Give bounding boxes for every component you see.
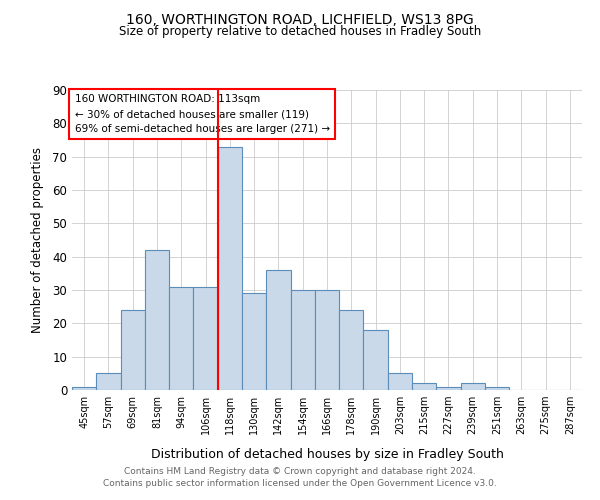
X-axis label: Distribution of detached houses by size in Fradley South: Distribution of detached houses by size …: [151, 448, 503, 461]
Bar: [339, 310, 364, 390]
Bar: [290, 290, 315, 390]
Bar: [266, 270, 290, 390]
Bar: [145, 250, 169, 390]
Text: Contains public sector information licensed under the Open Government Licence v3: Contains public sector information licen…: [103, 478, 497, 488]
Bar: [242, 294, 266, 390]
Bar: [461, 384, 485, 390]
Bar: [96, 374, 121, 390]
Bar: [72, 386, 96, 390]
Bar: [315, 290, 339, 390]
Bar: [436, 386, 461, 390]
Bar: [121, 310, 145, 390]
Bar: [193, 286, 218, 390]
Text: 160, WORTHINGTON ROAD, LICHFIELD, WS13 8PG: 160, WORTHINGTON ROAD, LICHFIELD, WS13 8…: [126, 12, 474, 26]
Bar: [412, 384, 436, 390]
Bar: [388, 374, 412, 390]
Text: Size of property relative to detached houses in Fradley South: Size of property relative to detached ho…: [119, 25, 481, 38]
Y-axis label: Number of detached properties: Number of detached properties: [31, 147, 44, 333]
Bar: [169, 286, 193, 390]
Bar: [364, 330, 388, 390]
Bar: [218, 146, 242, 390]
Text: 160 WORTHINGTON ROAD: 113sqm
← 30% of detached houses are smaller (119)
69% of s: 160 WORTHINGTON ROAD: 113sqm ← 30% of de…: [74, 94, 329, 134]
Bar: [485, 386, 509, 390]
Text: Contains HM Land Registry data © Crown copyright and database right 2024.: Contains HM Land Registry data © Crown c…: [124, 467, 476, 476]
